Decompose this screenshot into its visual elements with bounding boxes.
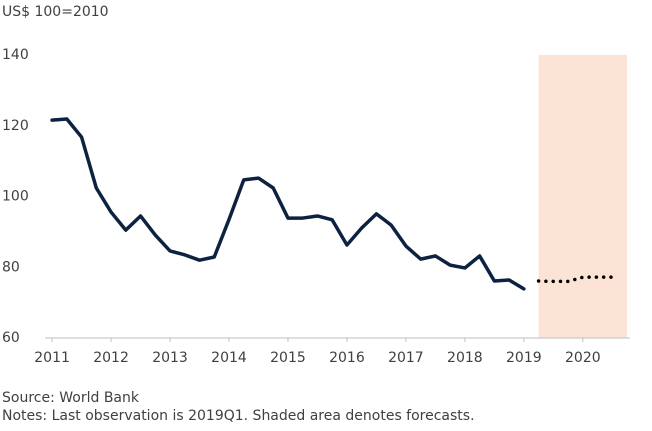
x-tick-label: 2011 [34,350,70,366]
source: Source: World Bank [2,390,140,406]
notes: Notes: Last observation is 2019Q1. Shade… [2,408,475,424]
forecast-shade [538,55,628,338]
y-tick-label: 120 [2,118,29,134]
x-tick-label: 2015 [270,350,306,366]
x-tick-label: 2013 [152,350,188,366]
x-tick-label: 2017 [388,350,424,366]
forecast-line [536,275,615,284]
x-tick-label: 2019 [506,350,542,366]
y-tick-label: 80 [2,259,20,275]
x-tick-label: 2020 [565,350,601,366]
x-tick-label: 2012 [93,350,129,366]
data-line [50,117,526,291]
x-tick-label: 2016 [329,350,365,366]
y-tick-label: 140 [2,47,29,63]
y-unit-label: US$ 100=2010 [2,4,109,20]
x-tick-label: 2018 [447,350,483,366]
x-tick-label: 2014 [211,350,247,366]
y-tick-label: 100 [2,189,29,205]
y-tick-label: 60 [2,330,20,346]
